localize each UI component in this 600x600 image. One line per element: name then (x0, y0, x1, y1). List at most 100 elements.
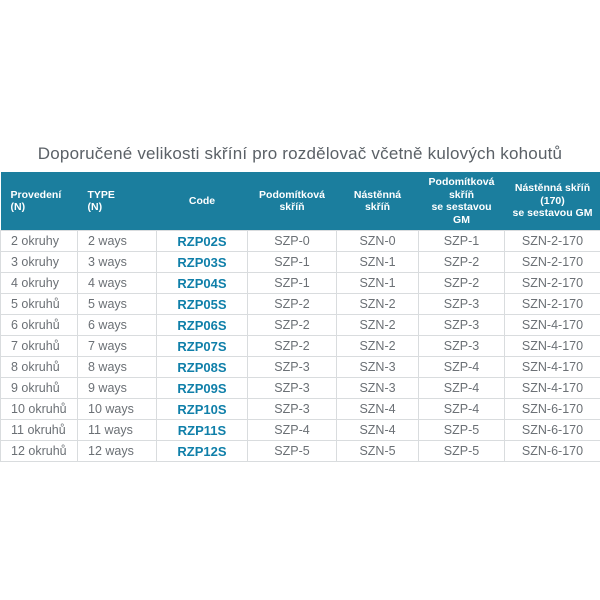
table-cell: 9 okruhů (0, 377, 78, 399)
table-cell: SZN-2-170 (504, 251, 600, 273)
product-code-cell: RZP05S (156, 293, 248, 315)
table-body: 2 okruhy 2 ways RZP02S SZP-0 SZN-0 SZP-1 SZN-2… (0, 230, 600, 462)
table-cell: 5 ways (77, 293, 157, 315)
table-row: 11 okruhů 11 ways RZP11S SZP-4 SZN-4 SZP-5 SZN… (0, 419, 600, 441)
table-cell: SZP-3 (247, 398, 337, 420)
table-cell: SZP-1 (247, 251, 337, 273)
table-cell: 4 okruhy (0, 272, 78, 294)
table-cell: 5 okruhů (0, 293, 78, 315)
table-row: 4 okruhy 4 ways RZP04S SZP-1 SZN-1 SZP-2 SZN-2… (0, 272, 600, 294)
product-code-cell: RZP06S (156, 314, 248, 336)
table-row: 8 okruhů 8 ways RZP08S SZP-3 SZN-3 SZP-4 SZN-4… (0, 356, 600, 378)
table-cell: 7 ways (77, 335, 157, 357)
table-row: 12 okruhů 12 ways RZP12S SZP-5 SZN-5 SZP-5 SZN… (0, 440, 600, 462)
product-code-cell: RZP02S (156, 230, 248, 252)
table-cell: SZP-4 (418, 377, 505, 399)
table-cell: SZP-4 (418, 398, 505, 420)
table-cell: 11 okruhů (0, 419, 78, 441)
table-cell: 6 ways (77, 314, 157, 336)
table-row: 3 okruhy 3 ways RZP03S SZP-1 SZN-1 SZP-2 SZN-2… (0, 251, 600, 273)
table-cell: SZN-2-170 (504, 230, 600, 252)
table-cell: SZN-2-170 (504, 293, 600, 315)
product-code-cell: RZP10S (156, 398, 248, 420)
table-cell: SZN-2 (336, 314, 419, 336)
column-header: Code (156, 172, 248, 231)
table-cell: SZN-4-170 (504, 377, 600, 399)
table-cell: SZP-5 (247, 440, 337, 462)
table-cell: SZN-2 (336, 293, 419, 315)
product-code-cell: RZP03S (156, 251, 248, 273)
column-header: Nástěnná skříň (336, 172, 419, 231)
table-cell: 4 ways (77, 272, 157, 294)
table-cell: SZN-3 (336, 356, 419, 378)
table-cell: SZP-1 (418, 230, 505, 252)
table-cell: SZN-1 (336, 272, 419, 294)
table-cell: SZN-4-170 (504, 335, 600, 357)
column-header: Podomítková skříň (247, 172, 337, 231)
table-cell: 7 okruhů (0, 335, 78, 357)
table-row: 7 okruhů 7 ways RZP07S SZP-2 SZN-2 SZP-3 SZN-4… (0, 335, 600, 357)
table-cell: SZP-2 (418, 251, 505, 273)
table-row: 2 okruhy 2 ways RZP02S SZP-0 SZN-0 SZP-1 SZN-2… (0, 230, 600, 252)
table-cell: 2 ways (77, 230, 157, 252)
table-cell: SZP-0 (247, 230, 337, 252)
table-cell: SZN-5 (336, 440, 419, 462)
table-cell: 10 okruhů (0, 398, 78, 420)
table-cell: 12 ways (77, 440, 157, 462)
table-cell: SZP-5 (418, 419, 505, 441)
table-cell: SZP-3 (418, 293, 505, 315)
column-header: Nástěnná skříň (170) se sestavou GM (504, 172, 600, 231)
table-cell: 6 okruhů (0, 314, 78, 336)
table-cell: SZP-2 (247, 335, 337, 357)
cabinet-sizes-table: Provedení (N) TYPE (N) Code Podomítková skř… (0, 172, 600, 462)
table-header: Provedení (N) TYPE (N) Code Podomítková skř… (0, 172, 600, 231)
table-cell: SZP-4 (418, 356, 505, 378)
table-cell: 11 ways (77, 419, 157, 441)
table-row: 6 okruhů 6 ways RZP06S SZP-2 SZN-2 SZP-3 SZN-4… (0, 314, 600, 336)
table-cell: 2 okruhy (0, 230, 78, 252)
product-code-cell: RZP09S (156, 377, 248, 399)
table-cell: SZP-3 (247, 377, 337, 399)
column-header: TYPE (N) (77, 172, 157, 231)
page-title: Doporučené velikosti skříní pro rozdělov… (37, 144, 563, 163)
table-cell: SZP-3 (418, 335, 505, 357)
table-row: 10 okruhů 10 ways RZP10S SZP-3 SZN-4 SZP-4 SZN… (0, 398, 600, 420)
table-cell: SZN-4-170 (504, 356, 600, 378)
table-cell: SZN-0 (336, 230, 419, 252)
table-cell: 8 okruhů (0, 356, 78, 378)
table-cell: SZP-5 (418, 440, 505, 462)
product-code-cell: RZP07S (156, 335, 248, 357)
table-cell: SZN-6-170 (504, 440, 600, 462)
header-row: Provedení (N) TYPE (N) Code Podomítková skř… (0, 172, 600, 231)
product-code-cell: RZP11S (156, 419, 248, 441)
table-cell: SZN-6-170 (504, 398, 600, 420)
table-cell: SZN-1 (336, 251, 419, 273)
column-header: Podomítková skříň se sestavou GM (418, 172, 505, 231)
table-cell: SZP-1 (247, 272, 337, 294)
table-cell: SZP-2 (418, 272, 505, 294)
table-cell: SZP-3 (247, 356, 337, 378)
product-code-cell: RZP12S (156, 440, 248, 462)
table-cell: 9 ways (77, 377, 157, 399)
table-cell: 12 okruhů (0, 440, 78, 462)
table-cell: SZP-2 (247, 314, 337, 336)
table-cell: SZN-4 (336, 419, 419, 441)
column-header: Provedení (N) (0, 172, 78, 231)
table-cell: SZP-4 (247, 419, 337, 441)
table-cell: 8 ways (77, 356, 157, 378)
table-cell: 3 okruhy (0, 251, 78, 273)
table-cell: SZN-4-170 (504, 314, 600, 336)
table-cell: 3 ways (77, 251, 157, 273)
table-cell: SZN-4 (336, 398, 419, 420)
table-row: 9 okruhů 9 ways RZP09S SZP-3 SZN-3 SZP-4 SZN-4… (0, 377, 600, 399)
table-cell: SZN-2 (336, 335, 419, 357)
table-cell: SZN-3 (336, 377, 419, 399)
table-cell: SZN-6-170 (504, 419, 600, 441)
table-cell: SZP-2 (247, 293, 337, 315)
product-code-cell: RZP08S (156, 356, 248, 378)
table-cell: SZN-2-170 (504, 272, 600, 294)
table-cell: SZP-3 (418, 314, 505, 336)
product-code-cell: RZP04S (156, 272, 248, 294)
table-row: 5 okruhů 5 ways RZP05S SZP-2 SZN-2 SZP-3 SZN-2… (0, 293, 600, 315)
